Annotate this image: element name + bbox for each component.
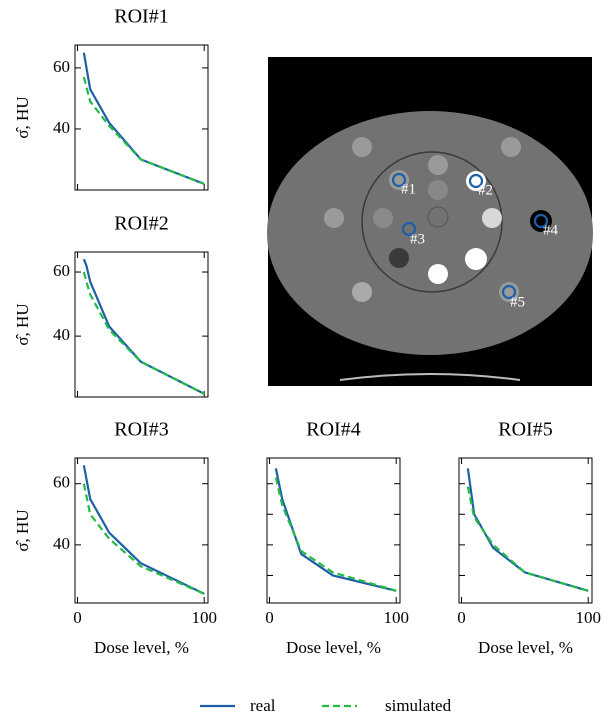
insert [428,264,448,284]
series-line [276,478,396,591]
ct-image: #1 #2 #3 #4 #5 [267,57,593,386]
series-line [84,272,204,394]
x-tick-label: 0 [265,608,274,627]
axes-frame [75,458,208,603]
insert [428,155,448,175]
x-tick-label: 100 [575,608,601,627]
y-axis-label: σ̂, HU [13,96,32,138]
roi-label: #5 [510,294,525,310]
x-tick-label: 100 [191,608,217,627]
chart-title: ROI#1 [114,6,168,28]
insert [324,208,344,228]
x-tick-label: 0 [73,608,82,627]
y-axis-label: σ̂, HU [13,509,32,551]
series-line [84,259,204,394]
series-line [468,468,588,590]
roi-label: #1 [401,181,416,197]
axes-frame [267,458,400,603]
insert [428,180,448,200]
y-tick-label: 60 [53,473,70,492]
insert [373,208,393,228]
y-tick-label: 40 [53,118,70,137]
insert [352,282,372,302]
insert [389,248,409,268]
y-axis-label: σ̂, HU [13,303,32,345]
x-axis-label: Dose level, % [478,638,573,657]
x-axis-label: Dose level, % [94,638,189,657]
roi-label: #4 [543,222,559,238]
legend-label: simulated [385,696,452,715]
y-tick-label: 40 [53,534,70,553]
x-tick-label: 100 [383,608,409,627]
chart-title: ROI#5 [498,419,552,441]
series-line [84,77,204,184]
insert [352,137,372,157]
x-axis-label: Dose level, % [286,638,381,657]
y-tick-label: 60 [53,261,70,280]
chart-title: ROI#2 [114,213,168,235]
series-line [276,468,396,590]
series-line [468,487,588,591]
series-line [84,484,204,594]
x-tick-label: 0 [457,608,466,627]
insert [482,208,502,228]
insert [465,248,487,270]
insert [501,137,521,157]
figure: #1 #2 #3 #4 #5 ROI#1 40 60 σ̂, HU ROI#2 40 60 σ… [0,0,608,722]
legend-label: real [250,696,276,715]
roi-label: #3 [410,231,425,247]
axes-frame [75,45,208,190]
chart-title: ROI#4 [306,419,360,441]
roi-label: #2 [478,182,493,198]
chart-title: ROI#3 [114,419,168,441]
axes-frame [459,458,592,603]
y-tick-label: 40 [53,325,70,344]
axes-frame [75,252,208,397]
y-tick-label: 60 [53,57,70,76]
